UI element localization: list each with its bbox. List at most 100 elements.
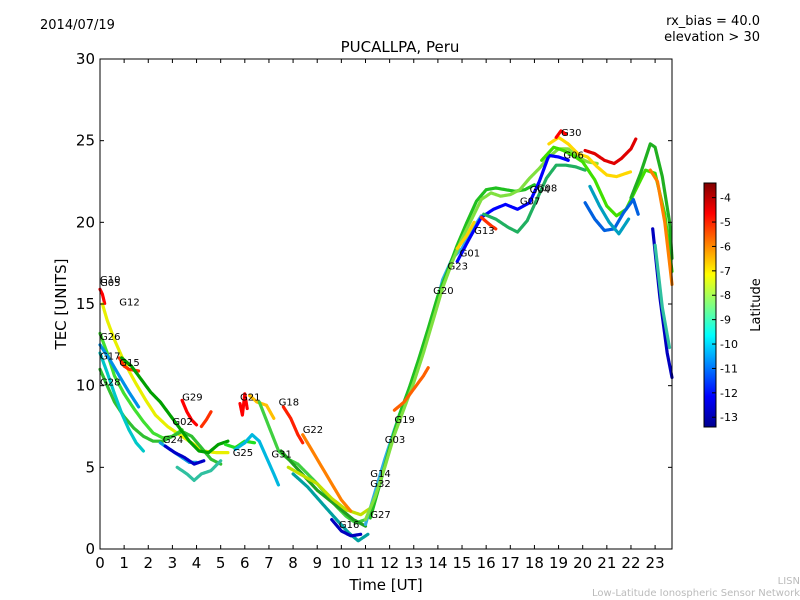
satellite-label: G12: [119, 298, 139, 309]
x-tick-label: 13: [404, 554, 423, 572]
satellite-label: G17: [100, 352, 120, 363]
x-tick-label: 6: [240, 554, 250, 572]
colorbar-tick-label: -4: [720, 192, 731, 205]
series-trace-17: [257, 400, 368, 525]
colorbar-tick-label: -10: [720, 338, 738, 351]
x-tick-label: 10: [332, 554, 351, 572]
x-tick-label: 22: [621, 554, 640, 572]
series-trace-20: [281, 405, 305, 445]
colorbar-tick-label: -6: [720, 240, 731, 253]
series-trace-26: [363, 147, 599, 522]
satellite-label: G19: [394, 415, 414, 426]
x-tick-label: 23: [646, 554, 665, 572]
series-trace-9: [163, 444, 206, 466]
series-trace-35: [583, 137, 638, 166]
satellite-label: G24: [163, 435, 183, 446]
colorbar-ticks: -4 -5 -6 -7 -8 -9 -10 -11 -12 -13: [712, 192, 738, 424]
series-trace-18: [279, 449, 368, 528]
colorbar-tick-label: -7: [720, 265, 731, 278]
satellite-label: G32: [370, 479, 390, 490]
colorbar-tick-label: -9: [720, 314, 731, 327]
series-trace-10: [180, 398, 199, 427]
satellite-label: G29: [182, 392, 202, 403]
series-trace-23: [330, 517, 363, 538]
series-trace-34: [554, 129, 568, 139]
y-tick-label: 10: [76, 377, 95, 395]
series-trace-25: [368, 183, 537, 520]
series-trace-0: [98, 287, 107, 306]
satellite-label: G20: [433, 286, 453, 297]
x-tick-label: 14: [428, 554, 447, 572]
rx-bias-note: rx_bias = 40.0: [666, 14, 760, 29]
elevation-note: elevation > 30: [664, 30, 760, 45]
series-trace-30: [479, 215, 498, 231]
series-trace-39: [648, 168, 674, 286]
series-trace-19: [286, 465, 372, 517]
x-tick-label: 9: [312, 554, 322, 572]
satellite-label: G05: [100, 278, 120, 289]
series-trace-5: [98, 343, 141, 409]
credit-short: LISN: [777, 576, 800, 587]
y-tick-label: 20: [76, 213, 95, 231]
x-tick-label: 4: [192, 554, 202, 572]
y-axis-label: TEC [UNITS]: [52, 259, 70, 351]
series-trace-3: [98, 367, 223, 466]
series-trace-31: [482, 163, 587, 234]
satellite-label: G15: [119, 358, 139, 369]
x-tick-label: 20: [573, 554, 592, 572]
satellite-label: G23: [448, 262, 468, 273]
x-tick-label: 17: [501, 554, 520, 572]
series-layer: [98, 129, 674, 543]
colorbar-tick-label: -11: [720, 362, 738, 375]
x-axis-label: Time [UT]: [348, 576, 422, 594]
x-tick-label: 0: [95, 554, 105, 572]
satellite-label: G25: [233, 448, 253, 459]
x-tick-label: 18: [525, 554, 544, 572]
x-tick-label: 11: [356, 554, 375, 572]
satellite-label: G21: [240, 392, 260, 403]
satellite-label: G03: [385, 435, 405, 446]
series-trace-21: [301, 433, 353, 513]
colorbar-tick-label: -5: [720, 216, 731, 229]
satellite-label: G30: [561, 128, 581, 139]
satellite-label: G08: [537, 183, 557, 194]
satellite-label: G18: [279, 397, 299, 408]
x-tick-label: 7: [264, 554, 274, 572]
colorbar-label: Latitude: [749, 278, 764, 332]
satellite-label: G07: [520, 196, 540, 207]
y-tick-label: 0: [85, 540, 95, 558]
series-trace-4: [98, 351, 145, 453]
x-tick-label: 2: [143, 554, 153, 572]
colorbar-tick-label: -13: [720, 411, 738, 424]
x-tick-label: 3: [168, 554, 178, 572]
satellite-label: G13: [474, 226, 494, 237]
satellite-label: G02: [172, 417, 192, 428]
y-ticks: 0 5 10 15 20 25 30: [76, 50, 672, 558]
y-tick-label: 25: [76, 132, 95, 150]
series-trace-12: [199, 410, 213, 429]
satellite-label: G22: [303, 425, 323, 436]
series-trace-22: [291, 472, 370, 543]
credit-long: Low-Latitude Ionospheric Sensor Network: [592, 588, 800, 599]
x-tick-label: 15: [452, 554, 471, 572]
series-trace-28: [455, 220, 476, 251]
colorbar-tick-label: -8: [720, 289, 731, 302]
series-trace-11: [175, 459, 223, 482]
x-tick-label: 21: [597, 554, 616, 572]
x-tick-label: 8: [288, 554, 298, 572]
x-tick-label: 16: [477, 554, 496, 572]
series-trace-14: [238, 392, 249, 417]
satellite-label: G01: [460, 249, 480, 260]
series-trace-15: [248, 393, 276, 420]
satellite-label: G06: [563, 151, 583, 162]
series-trace-16: [233, 433, 281, 487]
x-tick-label: 12: [380, 554, 399, 572]
satellite-label: G28: [100, 378, 120, 389]
series-trace-7: [120, 356, 230, 455]
series-trace-33: [547, 135, 633, 179]
series-trace-29: [455, 153, 570, 264]
colorbar-tick-label: -12: [720, 387, 738, 400]
y-tick-label: 30: [76, 50, 95, 68]
